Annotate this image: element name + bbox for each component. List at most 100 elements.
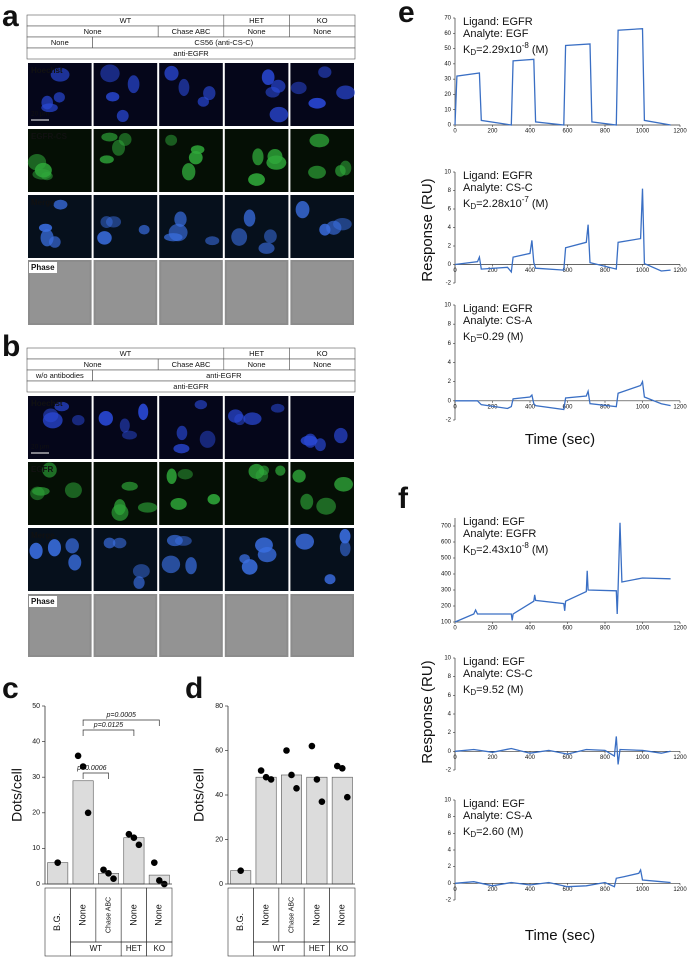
cell: [165, 134, 178, 146]
x-tick-label: 600: [562, 755, 573, 761]
cell: [290, 81, 307, 95]
cell: [309, 133, 330, 148]
header-text: HET: [249, 349, 264, 358]
data-point: [318, 798, 326, 805]
cell: [97, 231, 112, 245]
analyte-label: Analyte: CS-A: [463, 315, 533, 327]
ligand-label: Ligand: EGF: [463, 516, 525, 528]
cell: [112, 537, 127, 549]
y-tick-label: -2: [446, 898, 452, 904]
cell: [207, 494, 221, 505]
kd-subscript: D: [470, 335, 476, 344]
x-tick-label: 0: [453, 268, 457, 274]
y-tick-label: 50: [32, 703, 40, 710]
row-label: Hoechst: [31, 66, 63, 75]
cell: [300, 493, 314, 510]
header-text: None: [84, 360, 102, 369]
cell: [42, 462, 57, 478]
x-tick-label: 1200: [673, 887, 687, 893]
y-tick-label: 0: [448, 398, 452, 404]
cell: [339, 529, 351, 544]
x-tick-label: 1000: [636, 755, 650, 761]
x-tick-label: 200: [487, 626, 498, 632]
cell: [72, 414, 85, 426]
x-tick-label: 800: [600, 755, 611, 761]
group-cell: [146, 941, 173, 957]
y-tick-label: 70: [444, 16, 451, 22]
cell: [53, 92, 65, 103]
cell: [50, 67, 70, 82]
ligand-label: Ligand: EGFR: [463, 16, 533, 28]
cell: [269, 106, 289, 123]
analyte-label: Analyte: CS-A: [463, 810, 533, 822]
cell: [127, 75, 140, 94]
kd-value: =0.29: [476, 331, 504, 343]
cell: [243, 209, 256, 227]
y-tick-label: 0: [448, 749, 452, 755]
data-point: [151, 859, 158, 866]
kd-symbol: K: [463, 331, 471, 343]
kd-exponent: -8: [522, 41, 530, 50]
cell: [138, 224, 150, 235]
cell: [112, 139, 126, 156]
cell: [339, 540, 351, 557]
cell: [98, 410, 113, 426]
data-point: [110, 875, 117, 882]
data-point: [308, 742, 316, 750]
cell: [116, 109, 129, 123]
x-tick-label: None: [311, 904, 321, 926]
cell: [194, 400, 208, 410]
y-tick-label: 8: [448, 188, 452, 194]
cell: [133, 576, 145, 589]
kd-subscript: D: [470, 688, 476, 697]
data-point: [334, 762, 341, 770]
x-axis-label: Time (sec): [525, 927, 595, 944]
data-point: [313, 776, 321, 783]
analyte-label: Analyte: EGF: [463, 28, 529, 40]
micrograph: [224, 195, 289, 258]
y-tick-label: 30: [32, 774, 40, 781]
y-tick-label: 20: [32, 810, 40, 817]
ligand-label: Ligand: EGF: [463, 798, 525, 810]
x-tick-label: 1200: [673, 626, 687, 632]
cell: [308, 165, 326, 179]
cell: [54, 401, 70, 412]
panel-label: b: [2, 330, 20, 363]
y-tick-label: 6: [448, 693, 452, 699]
x-tick-label: 400: [525, 887, 536, 893]
x-tick-label: 1200: [673, 129, 687, 135]
group-label: WT: [90, 944, 103, 953]
cell: [119, 418, 130, 433]
header-text: Chase ABC: [172, 27, 211, 36]
cell: [68, 554, 82, 571]
cell: [300, 435, 318, 446]
cell: [178, 78, 190, 97]
data-point: [283, 747, 290, 754]
cell: [308, 97, 326, 109]
header-text: WT: [120, 16, 132, 25]
x-tick-label: 200: [487, 129, 498, 135]
group-cell: [329, 941, 356, 957]
y-tick-label: 80: [215, 703, 223, 710]
row-label: EGFR: [31, 465, 53, 474]
cell: [176, 425, 188, 441]
data-point: [267, 776, 275, 783]
kd-value: =2.43x10: [476, 544, 522, 556]
cell: [103, 537, 116, 549]
y-tick-label: 20: [215, 836, 223, 843]
x-tick-label: 0: [453, 129, 457, 135]
x-tick-label: None: [128, 904, 138, 926]
x-tick-label: Chase ABC: [288, 897, 295, 933]
panel-label: a: [2, 0, 19, 33]
cell: [168, 223, 188, 242]
cell: [336, 85, 355, 100]
y-tick-label: 40: [444, 61, 451, 67]
sensorgram-line: [454, 736, 671, 765]
y-axis-label: Response (RU): [419, 660, 436, 763]
data-point: [156, 877, 163, 884]
y-tick-label: 300: [441, 588, 452, 594]
kd-unit: (M): [507, 826, 524, 838]
kd-label: KD=2.29x10-8 (M): [463, 41, 548, 57]
x-tick-label: 400: [525, 268, 536, 274]
phase-texture: [226, 262, 287, 323]
